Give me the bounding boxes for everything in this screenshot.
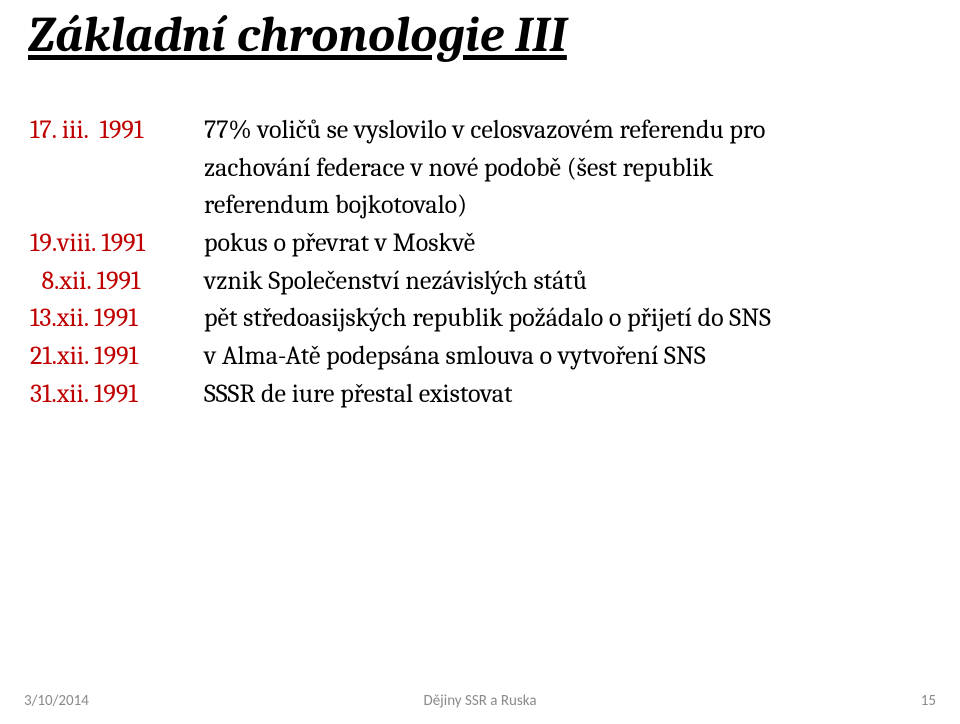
entry-row: 19.viii. 1991 pokus o převrat v Moskvě <box>30 225 920 263</box>
entry-text: SSSR de iure přestal existovat <box>204 376 920 414</box>
entry-text-cont: zachování federace v nové podobě (šest r… <box>204 150 920 188</box>
entry-row: 21.xii. 1991 v Alma-Atě podepsána smlouv… <box>30 338 920 376</box>
slide-footer: 3/10/2014 Dějiny SSR a Ruska 15 <box>0 692 960 710</box>
footer-date: 3/10/2014 <box>24 692 328 710</box>
entry-row: 13.xii. 1991 pět středoasijských republi… <box>30 300 920 338</box>
entry-date: 13.xii. 1991 <box>30 300 204 338</box>
entry-row: 8.xii. 1991 vznik Společenství nezávislý… <box>30 263 920 301</box>
entry-row: 31.xii. 1991 SSSR de iure přestal existo… <box>30 376 920 414</box>
entry-date: 19.viii. 1991 <box>30 225 204 263</box>
entry-date: 31.xii. 1991 <box>30 376 204 414</box>
footer-page-number: 15 <box>632 692 936 710</box>
slide-content: 17. iii. 1991 77% voličů se vyslovilo v … <box>30 112 920 414</box>
entry-text: vznik Společenství nezávislých států <box>204 263 920 301</box>
entry-text: pět středoasijských republik požádalo o … <box>204 300 920 338</box>
entry-row: 17. iii. 1991 77% voličů se vyslovilo v … <box>30 112 920 150</box>
entry-text: v Alma-Atě podepsána smlouva o vytvoření… <box>204 338 920 376</box>
entry-date: 21.xii. 1991 <box>30 338 204 376</box>
entry-text: 77% voličů se vyslovilo v celosvazovém r… <box>204 112 920 150</box>
entry-text-cont: referendum bojkotovalo) <box>204 187 920 225</box>
entry-date: 17. iii. 1991 <box>30 112 204 150</box>
entry-date: 8.xii. 1991 <box>30 263 204 301</box>
footer-title: Dějiny SSR a Ruska <box>328 692 632 710</box>
slide-title: Základní chronologie III <box>28 6 567 64</box>
entry-text: pokus o převrat v Moskvě <box>204 225 920 263</box>
slide: Základní chronologie III 17. iii. 1991 7… <box>0 0 960 724</box>
